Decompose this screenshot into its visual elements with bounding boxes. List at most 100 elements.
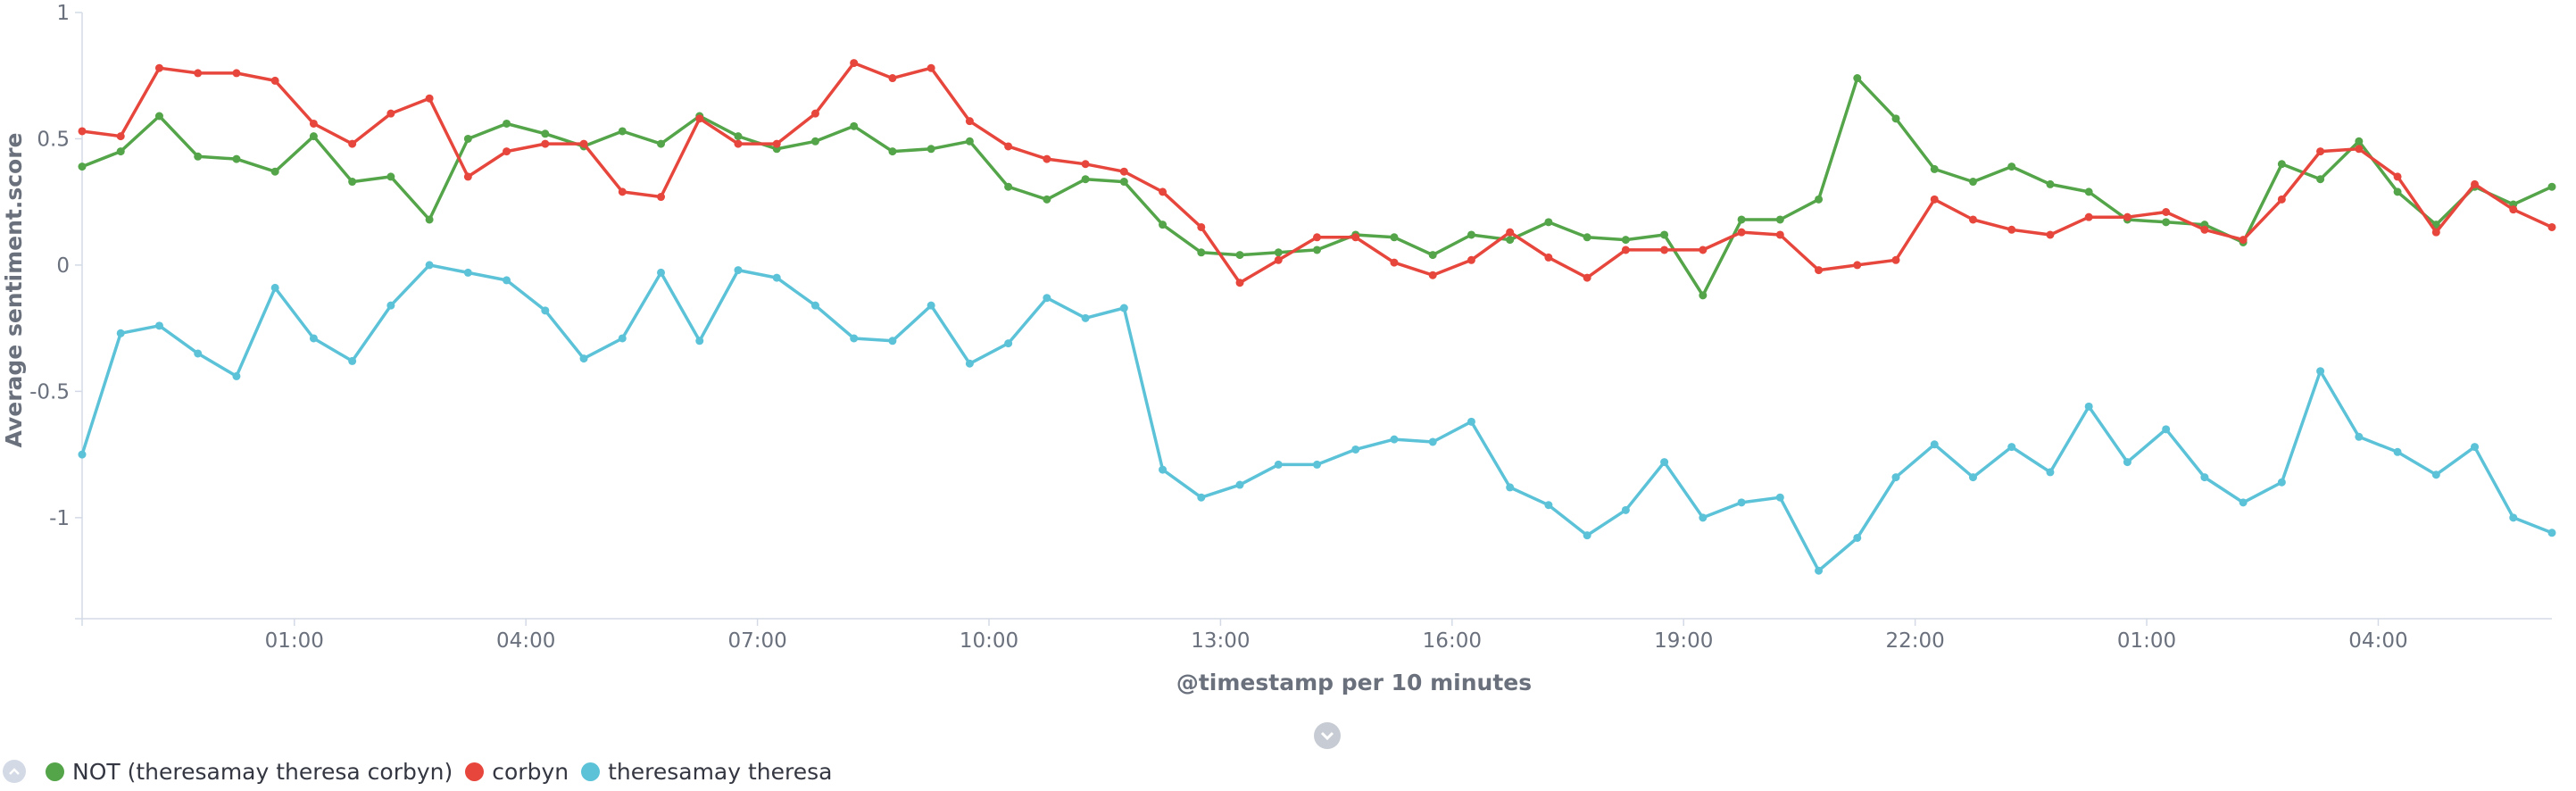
data-point[interactable] <box>888 74 897 83</box>
data-point[interactable] <box>1544 218 1553 227</box>
data-point[interactable] <box>1930 440 1939 449</box>
data-point[interactable] <box>116 147 125 156</box>
data-point[interactable] <box>1119 167 1128 176</box>
data-point[interactable] <box>1274 248 1283 257</box>
data-point[interactable] <box>1737 228 1746 237</box>
data-point[interactable] <box>2084 187 2093 196</box>
data-point[interactable] <box>1699 513 1708 522</box>
data-point[interactable] <box>695 114 704 123</box>
data-point[interactable] <box>309 334 318 343</box>
data-point[interactable] <box>618 334 627 343</box>
data-point[interactable] <box>194 69 203 78</box>
data-point[interactable] <box>1699 246 1708 254</box>
data-point[interactable] <box>1004 182 1013 191</box>
data-point[interactable] <box>270 76 279 85</box>
data-point[interactable] <box>850 334 859 343</box>
data-point[interactable] <box>1043 154 1051 163</box>
data-point[interactable] <box>463 268 472 277</box>
data-point[interactable] <box>116 329 125 337</box>
data-point[interactable] <box>1583 273 1591 282</box>
data-point[interactable] <box>1968 178 1977 187</box>
data-point[interactable] <box>1506 236 1515 245</box>
data-point[interactable] <box>1159 465 1168 474</box>
data-point[interactable] <box>1467 417 1475 426</box>
data-point[interactable] <box>579 354 588 363</box>
data-point[interactable] <box>463 134 472 143</box>
data-point[interactable] <box>425 94 434 103</box>
data-point[interactable] <box>154 63 163 72</box>
data-point[interactable] <box>2471 443 2480 452</box>
data-point[interactable] <box>1197 248 1206 257</box>
data-point[interactable] <box>2393 187 2402 196</box>
data-point[interactable] <box>1159 187 1168 196</box>
data-point[interactable] <box>2393 172 2402 181</box>
data-point[interactable] <box>2162 218 2171 227</box>
data-point[interactable] <box>2084 212 2093 221</box>
data-point[interactable] <box>1891 473 1900 482</box>
data-point[interactable] <box>194 349 203 358</box>
data-point[interactable] <box>386 109 395 118</box>
data-point[interactable] <box>2316 147 2325 156</box>
data-point[interactable] <box>1390 233 1399 242</box>
data-point[interactable] <box>1467 255 1475 264</box>
data-point[interactable] <box>888 147 897 156</box>
data-point[interactable] <box>1775 230 1784 239</box>
data-point[interactable] <box>618 187 627 196</box>
data-point[interactable] <box>1043 195 1051 204</box>
data-point[interactable] <box>2007 443 2016 452</box>
data-point[interactable] <box>1544 253 1553 262</box>
data-point[interactable] <box>1081 313 1090 322</box>
data-point[interactable] <box>657 193 666 202</box>
data-point[interactable] <box>1235 279 1244 287</box>
data-point[interactable] <box>1699 291 1708 300</box>
data-point[interactable] <box>1274 460 1283 469</box>
data-point[interactable] <box>1853 533 1862 542</box>
data-point[interactable] <box>425 215 434 224</box>
data-point[interactable] <box>1081 160 1090 169</box>
data-point[interactable] <box>2316 367 2325 376</box>
data-point[interactable] <box>2162 425 2171 434</box>
data-point[interactable] <box>154 112 163 121</box>
data-point[interactable] <box>1660 458 1669 467</box>
data-point[interactable] <box>1621 236 1630 245</box>
data-point[interactable] <box>309 132 318 141</box>
data-point[interactable] <box>1081 175 1090 184</box>
data-point[interactable] <box>2046 230 2055 239</box>
data-point[interactable] <box>1159 221 1168 229</box>
data-point[interactable] <box>1853 261 1862 270</box>
data-point[interactable] <box>2509 513 2518 522</box>
data-point[interactable] <box>2239 498 2248 507</box>
data-point[interactable] <box>850 121 859 130</box>
data-point[interactable] <box>772 139 781 148</box>
data-point[interactable] <box>348 139 357 148</box>
data-point[interactable] <box>1930 195 1939 204</box>
data-point[interactable] <box>810 109 819 118</box>
data-point[interactable] <box>657 268 666 277</box>
legend-toggle-chevron-up-icon[interactable] <box>3 760 26 783</box>
data-point[interactable] <box>1737 498 1746 507</box>
data-point[interactable] <box>734 132 743 141</box>
data-point[interactable] <box>1390 435 1399 444</box>
data-point[interactable] <box>2277 160 2286 169</box>
data-point[interactable] <box>1583 233 1591 242</box>
data-point[interactable] <box>2547 529 2556 537</box>
data-point[interactable] <box>78 127 87 136</box>
data-point[interactable] <box>810 137 819 146</box>
data-point[interactable] <box>965 137 974 146</box>
data-point[interactable] <box>2355 432 2364 441</box>
data-point[interactable] <box>1853 74 1862 83</box>
data-point[interactable] <box>1544 501 1553 510</box>
data-point[interactable] <box>116 132 125 141</box>
data-point[interactable] <box>1775 215 1784 224</box>
legend-item-not-theresamay[interactable]: NOT (theresamay theresa corbyn) <box>46 759 453 785</box>
data-point[interactable] <box>1274 255 1283 264</box>
legend-item-corbyn[interactable]: corbyn <box>465 759 569 785</box>
data-point[interactable] <box>810 301 819 310</box>
data-point[interactable] <box>232 154 241 163</box>
data-point[interactable] <box>2123 212 2131 221</box>
data-point[interactable] <box>927 145 935 154</box>
data-point[interactable] <box>1891 114 1900 123</box>
data-point[interactable] <box>1583 531 1591 540</box>
data-point[interactable] <box>2509 205 2518 214</box>
data-point[interactable] <box>1815 566 1824 575</box>
